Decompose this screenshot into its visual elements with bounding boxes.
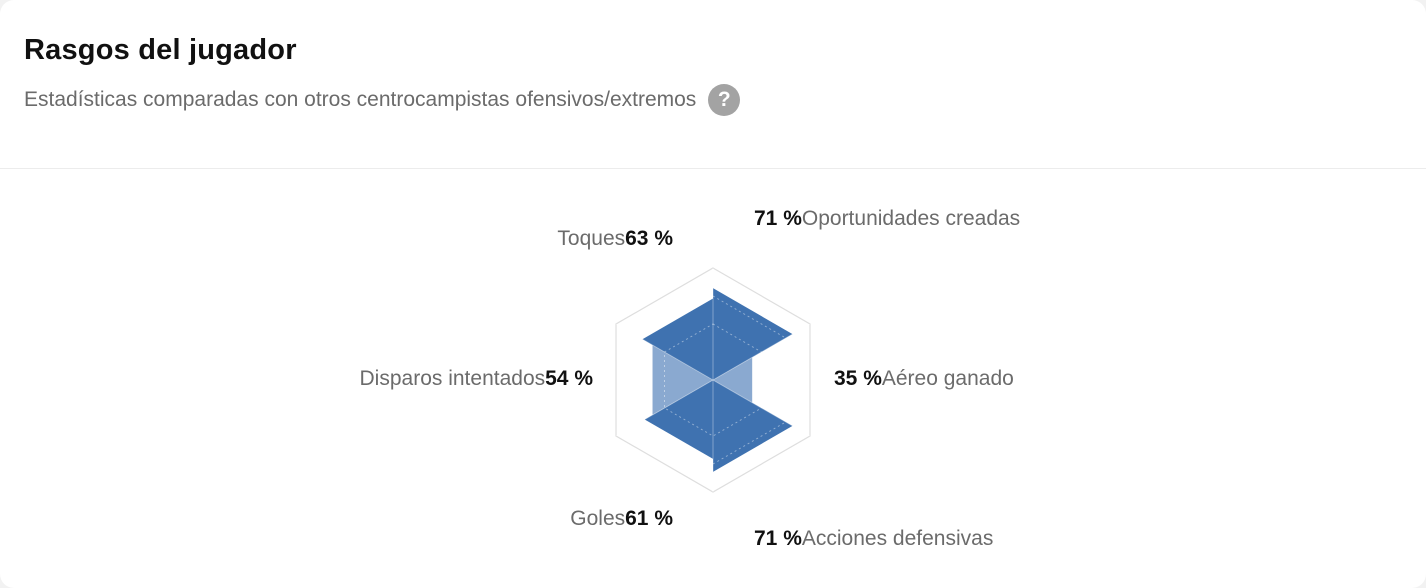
stat-label: Goles (570, 507, 626, 530)
stat-goles: Goles61 % (570, 507, 673, 531)
radar-spoke-2 (712, 379, 811, 437)
stat-label: Disparos intentados (359, 367, 546, 390)
stat-label: Aéreo ganado (881, 367, 1014, 390)
radar-segment-2 (713, 380, 793, 472)
radar-spoke-4 (615, 379, 714, 437)
radar-spoke-5 (615, 323, 714, 381)
card-header: Rasgos del jugador Estadísticas comparad… (0, 0, 1426, 169)
card-title: Rasgos del jugador (24, 34, 297, 66)
radar-grid-dashed-0 (664, 323, 762, 437)
stat-label: Oportunidades creadas (801, 207, 1021, 230)
question-icon[interactable]: ? (708, 84, 741, 116)
stat-value: 54 % (545, 367, 593, 390)
stat-acciones-defensivas: 71 %Acciones defensivas (754, 527, 993, 551)
stat-oportunidades-creadas: 71 %Oportunidades creadas (754, 207, 1020, 231)
stat-disparos-intentados: Disparos intentados54 % (360, 367, 593, 391)
stat-value: 35 % (834, 367, 882, 390)
stat-toques: Toques63 % (557, 227, 673, 251)
stat-value: 61 % (625, 507, 673, 530)
stat-aereo-ganado: 35 %Aéreo ganado (834, 367, 1014, 391)
radar-chart: 71 %Oportunidades creadas 35 %Aéreo gana… (0, 169, 1426, 588)
radar-grid-dashed-1 (639, 295, 787, 465)
radar-segment-3 (644, 380, 713, 459)
radar-segment-5 (642, 298, 713, 380)
radar-svg (615, 267, 811, 493)
stat-value: 71 % (754, 527, 802, 550)
radar-segment-4 (652, 345, 713, 415)
stat-label: Toques (557, 227, 626, 250)
radar-spoke-1 (712, 323, 811, 381)
card-subtitle: Estadísticas comparadas con otros centro… (24, 88, 697, 111)
stat-value: 63 % (625, 227, 673, 250)
radar-segment-0 (713, 288, 793, 380)
stat-value: 71 % (754, 207, 802, 230)
radar-grid-outer (615, 267, 811, 493)
subtitle-row: Estadísticas comparadas con otros centro… (24, 84, 741, 116)
radar-segment-1 (713, 357, 753, 403)
stat-label: Acciones defensivas (801, 527, 994, 550)
